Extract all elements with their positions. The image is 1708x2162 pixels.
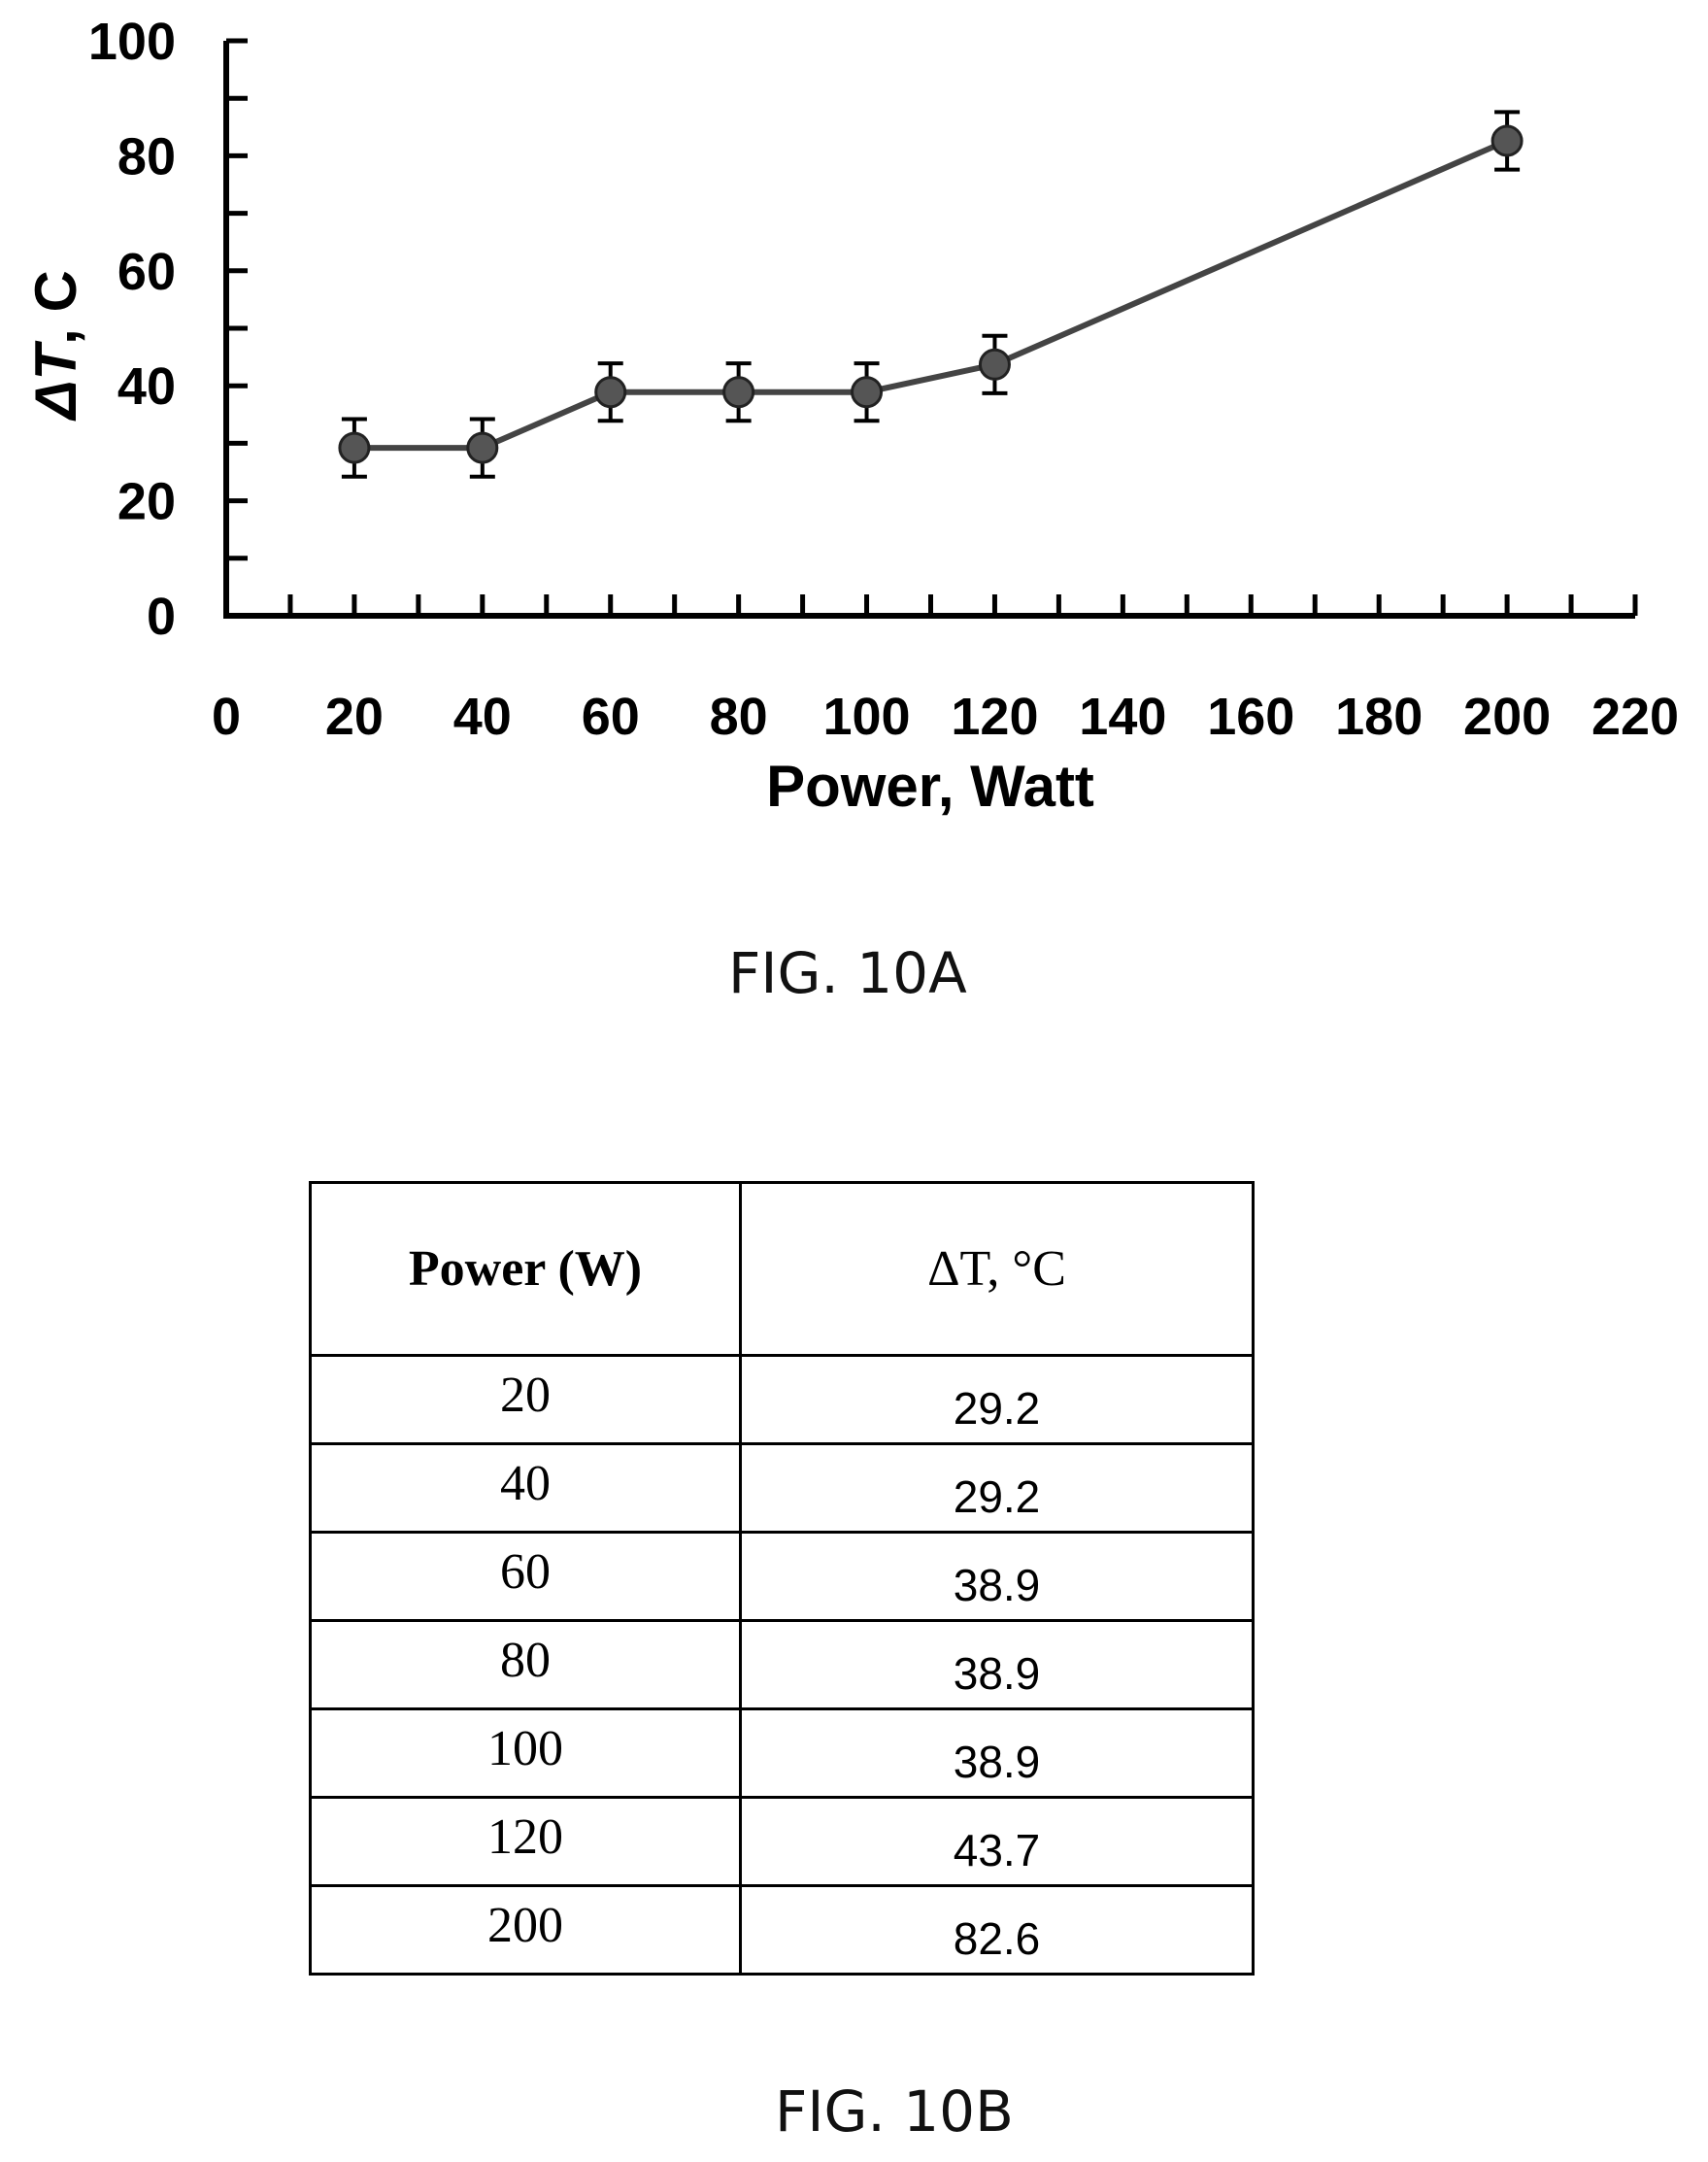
x-tick-label: 160 bbox=[1207, 688, 1294, 746]
data-table: Power (W) ΔT, °C 20 29.2 40 29.2 60 38.9 80… bbox=[309, 1181, 1255, 1976]
figure-caption-a: FIG. 10A bbox=[728, 940, 967, 1006]
table-cell-power: 40 bbox=[309, 1442, 742, 1534]
x-tick-label: 100 bbox=[822, 688, 910, 746]
table-row: 60 38.9 bbox=[309, 1531, 1255, 1622]
x-tick-label: 80 bbox=[710, 688, 768, 746]
x-tick-label: 180 bbox=[1335, 688, 1423, 746]
table-header-delta-t: ΔT, °C bbox=[739, 1181, 1255, 1357]
table-cell-power: 200 bbox=[309, 1884, 742, 1976]
data-point bbox=[722, 376, 755, 409]
data-point bbox=[978, 348, 1011, 381]
x-tick-label: 140 bbox=[1079, 688, 1166, 746]
table-row: 200 82.6 bbox=[309, 1884, 1255, 1976]
x-axis-label: Power, Watt bbox=[766, 754, 1094, 819]
y-tick-label: 0 bbox=[147, 588, 176, 646]
table-header-power: Power (W) bbox=[309, 1181, 742, 1357]
x-tick-label: 20 bbox=[325, 688, 384, 746]
y-axis-label-rest: , C bbox=[23, 270, 88, 345]
data-point bbox=[594, 376, 627, 409]
y-tick-label: 100 bbox=[88, 13, 176, 71]
x-tick-label: 200 bbox=[1463, 688, 1551, 746]
table-row: 120 43.7 bbox=[309, 1796, 1255, 1887]
table-row: 80 38.9 bbox=[309, 1619, 1255, 1710]
table-cell-power: 60 bbox=[309, 1531, 742, 1622]
table-cell-delta-t: 29.2 bbox=[739, 1354, 1255, 1445]
data-point bbox=[466, 431, 499, 464]
data-point bbox=[338, 431, 371, 464]
table-cell-power: 80 bbox=[309, 1619, 742, 1710]
x-tick-label: 0 bbox=[212, 688, 241, 746]
chart-axes bbox=[223, 41, 1635, 619]
y-tick-label: 40 bbox=[117, 357, 176, 416]
table-cell-delta-t: 43.7 bbox=[739, 1796, 1255, 1887]
table-header-row: Power (W) ΔT, °C bbox=[309, 1181, 1255, 1357]
table-cell-delta-t: 38.9 bbox=[739, 1531, 1255, 1622]
table-cell-power: 120 bbox=[309, 1796, 742, 1887]
line-chart: 0 20 40 60 80 100 0 20 40 60 80 100 120 140 160 180 200 2… bbox=[23, 13, 1679, 819]
x-tick-label: 220 bbox=[1591, 688, 1679, 746]
data-point bbox=[851, 376, 884, 409]
table-cell-power: 20 bbox=[309, 1354, 742, 1445]
figure-caption-b: FIG. 10B bbox=[775, 2078, 1014, 2145]
chart-ticks: 0 20 40 60 80 100 0 20 40 60 80 100 120 140 160 180 200 2… bbox=[88, 13, 1679, 746]
x-tick-label: 120 bbox=[951, 688, 1038, 746]
x-tick-label: 60 bbox=[582, 688, 640, 746]
y-tick-label: 80 bbox=[117, 127, 176, 186]
table-row: 20 29.2 bbox=[309, 1354, 1255, 1445]
x-tick-label: 40 bbox=[453, 688, 512, 746]
table-cell-delta-t: 29.2 bbox=[739, 1442, 1255, 1534]
table-cell-delta-t: 82.6 bbox=[739, 1884, 1255, 1976]
data-point bbox=[1490, 124, 1524, 157]
y-tick-label: 20 bbox=[117, 473, 176, 531]
series-line bbox=[353, 138, 1509, 452]
table-cell-delta-t: 38.9 bbox=[739, 1707, 1255, 1799]
chart-series bbox=[338, 110, 1524, 479]
table-cell-delta-t: 38.9 bbox=[739, 1619, 1255, 1710]
table-row: 40 29.2 bbox=[309, 1442, 1255, 1534]
y-axis-label: ΔT, C bbox=[23, 270, 88, 422]
table-cell-power: 100 bbox=[309, 1707, 742, 1799]
y-axis-label-italic: ΔT bbox=[23, 341, 88, 422]
table-row: 100 38.9 bbox=[309, 1707, 1255, 1799]
y-tick-label: 60 bbox=[117, 243, 176, 301]
